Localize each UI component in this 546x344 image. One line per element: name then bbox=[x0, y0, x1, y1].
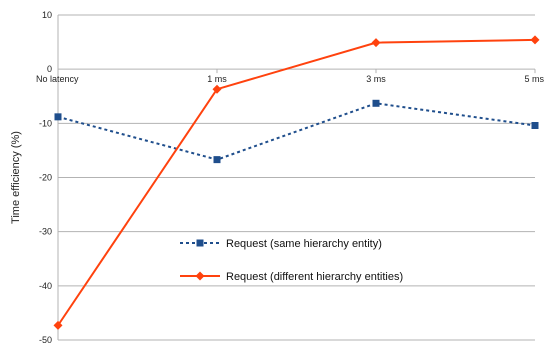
axes bbox=[57, 15, 536, 340]
data-point-diamond bbox=[195, 271, 205, 281]
data-point-square bbox=[372, 99, 380, 107]
y-tick-label: 10 bbox=[42, 10, 52, 20]
y-tick-label: -20 bbox=[39, 173, 52, 183]
series-line-different-hierarchy bbox=[57, 38, 536, 326]
data-point-square bbox=[531, 122, 539, 129]
y-axis-title: Time efficiency (%) bbox=[10, 131, 22, 224]
legend: Request (same hierarchy entity) Request (… bbox=[180, 238, 403, 283]
data-point-diamond bbox=[212, 84, 222, 94]
y-tick-label: -50 bbox=[39, 335, 52, 344]
series-lines bbox=[53, 35, 540, 330]
series-line-same-hierarchy bbox=[57, 102, 536, 161]
data-point-diamond bbox=[530, 35, 540, 45]
x-tick-label: 3 ms bbox=[366, 74, 386, 84]
x-tick-label: 1 ms bbox=[207, 74, 227, 84]
legend-label: Request (same hierarchy entity) bbox=[226, 238, 382, 250]
data-point-diamond bbox=[371, 38, 381, 48]
y-tick-label: 0 bbox=[47, 64, 52, 74]
y-tick-label: -30 bbox=[39, 227, 52, 237]
data-point-diamond bbox=[53, 320, 63, 330]
data-point-square bbox=[54, 113, 62, 121]
legend-label: Request (different hierarchy entities) bbox=[226, 271, 403, 283]
y-tick-label: -40 bbox=[39, 281, 52, 291]
data-point-square bbox=[196, 239, 204, 247]
x-tick-labels: No latency 1 ms 3 ms 5 ms bbox=[36, 74, 544, 84]
y-tick-labels: 10 0 -10 -20 -30 -40 -50 bbox=[39, 10, 52, 344]
grid-lines bbox=[58, 14, 535, 341]
x-tick-label: No latency bbox=[36, 74, 79, 84]
data-point-square bbox=[213, 156, 221, 164]
y-tick-label: -10 bbox=[39, 118, 52, 128]
x-tick-label: 5 ms bbox=[524, 74, 544, 84]
